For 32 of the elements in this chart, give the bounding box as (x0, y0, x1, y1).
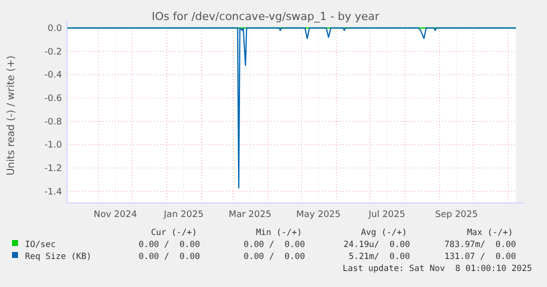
text: 783.97m/ 0.00 (444, 240, 516, 250)
text: 0.00 / 0.00 (244, 252, 305, 262)
y-tick-label: -0.6 (44, 94, 62, 104)
text: 5.21m/ 0.00 (348, 252, 410, 262)
y-tick-label: -1.2 (44, 164, 62, 174)
y-tick-label: -0.8 (44, 117, 62, 128)
x-tick-label: Jan 2025 (162, 210, 204, 220)
y-axis-title: Units read (-) / write (+) (6, 55, 17, 176)
y-tick-label: -1.4 (44, 187, 62, 198)
line-series (66, 27, 517, 188)
legend-label: Req Size (KB) (25, 252, 92, 262)
x-tick-label: May 2025 (296, 210, 341, 220)
y-tick-label: 0.0 (48, 24, 62, 34)
x-tick-label: Nov 2024 (94, 210, 138, 220)
y-tick-label: -1.0 (44, 140, 62, 151)
y-tick-label: -0.4 (44, 70, 62, 81)
text: Max (-/+) (466, 228, 513, 238)
text: Cur (-/+) (150, 228, 197, 238)
text: Last update: Sat Nov 8 01:00:10 2025 (342, 264, 532, 274)
x-tick-label: Sep 2025 (435, 210, 478, 220)
legend-label: IO/sec (25, 240, 56, 250)
text: 0.00 / 0.00 (138, 240, 200, 250)
text: Min (-/+) (256, 228, 302, 238)
x-tick-label: Mar 2025 (228, 210, 272, 220)
chart-title: IOs for /dev/concave-vg/swap_1 - by year (152, 10, 380, 23)
text: Avg (-/+) (360, 228, 407, 238)
text: 24.19u/ 0.00 (343, 240, 410, 250)
text: 0.00 / 0.00 (244, 240, 305, 250)
text: 0.00 / 0.00 (138, 252, 200, 262)
y-tick-label: -0.2 (44, 47, 62, 58)
x-tick-label: Jul 2025 (368, 210, 406, 220)
text: 131.07 / 0.00 (444, 252, 516, 262)
